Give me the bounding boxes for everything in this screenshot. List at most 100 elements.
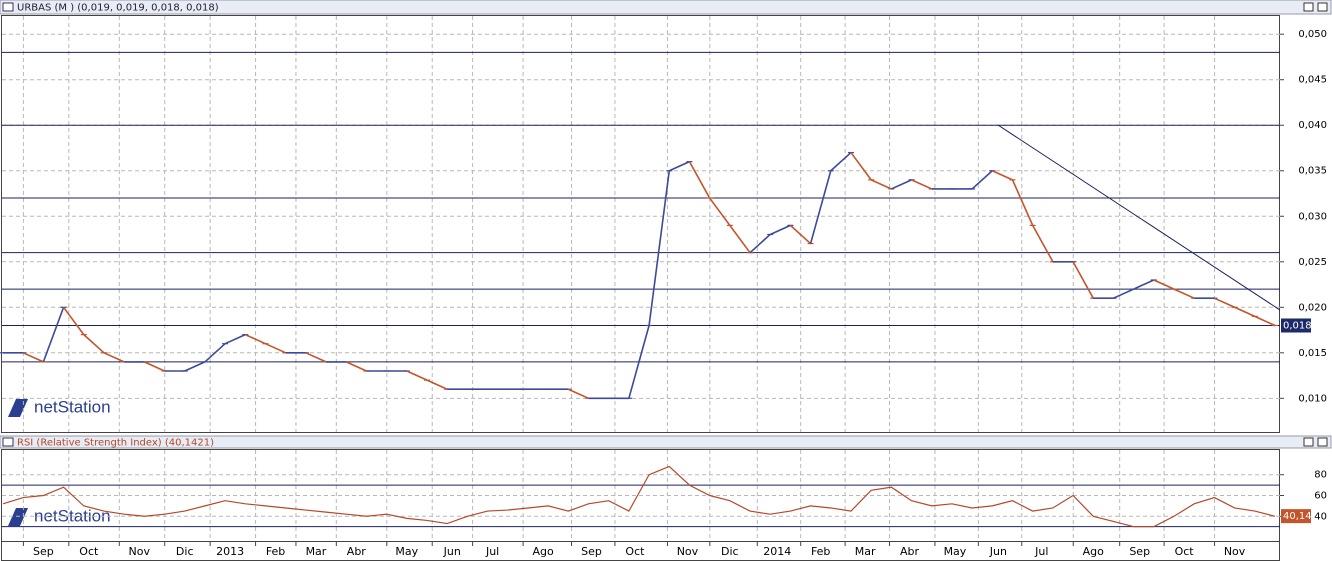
x-tick-label: Abr <box>347 545 367 558</box>
price-segment <box>971 170 993 190</box>
x-tick-label: Mar <box>306 545 327 558</box>
last-value-badge <box>1281 509 1311 524</box>
y-tick-label: 0,020 <box>1298 302 1327 313</box>
y-tick-label: 0,040 <box>1298 120 1327 131</box>
price-segment <box>668 160 690 172</box>
price-segment <box>83 334 105 354</box>
price-segment <box>1234 306 1256 318</box>
x-tick-label: Sep <box>33 545 54 558</box>
close-button[interactable] <box>1317 437 1328 447</box>
price-segment <box>688 161 711 199</box>
y-tick-label: 0,050 <box>1298 29 1327 40</box>
x-tick-label: Oct <box>79 545 99 558</box>
price-segment <box>184 361 206 372</box>
x-tick-label: Sep <box>1129 545 1150 558</box>
price-segment <box>22 352 44 363</box>
x-tick-label: Nov <box>129 545 151 558</box>
price-segment <box>1011 179 1034 226</box>
price-segment <box>789 224 812 245</box>
x-tick-label: Abr <box>900 545 920 558</box>
x-tick-label: Oct <box>1175 545 1195 558</box>
panel-icon <box>2 2 14 12</box>
x-tick-label: 2013 <box>216 545 244 558</box>
last-value-label: 0,018 <box>1283 320 1312 331</box>
price-segment <box>224 333 246 345</box>
price-segment <box>103 352 125 363</box>
price-segment <box>870 179 892 190</box>
price-segment <box>1153 279 1175 290</box>
price-segment <box>406 370 428 381</box>
price-segment <box>709 197 731 226</box>
price-segment <box>204 343 226 363</box>
indicator-title: RSI (Relative Strength Index) (40,1421) <box>17 438 214 449</box>
y-tick-label: 0,035 <box>1298 166 1327 177</box>
x-tick-label: May <box>395 545 418 558</box>
y-tick-label: 0,025 <box>1298 257 1327 268</box>
price-segment <box>305 352 327 363</box>
x-tick-label: Jul <box>485 545 499 558</box>
price-segment <box>648 170 671 326</box>
title-bar <box>0 435 1332 449</box>
price-segment <box>628 325 650 399</box>
close-button[interactable] <box>1317 2 1328 12</box>
x-tick-label: Dic <box>721 545 739 558</box>
x-tick-label: Nov <box>1224 545 1246 558</box>
y-tick-label: 0,030 <box>1298 211 1327 222</box>
price-segment <box>809 170 832 244</box>
maximize-button[interactable] <box>1303 2 1314 12</box>
x-tick-label: May <box>944 545 967 558</box>
price-segment <box>62 306 85 336</box>
last-value-badge <box>1281 318 1311 333</box>
price-segment <box>265 342 286 354</box>
price-segment <box>1031 224 1054 263</box>
series-line <box>2 465 1276 528</box>
maximize-button[interactable] <box>1303 437 1314 447</box>
x-tick-label: Ago <box>532 545 554 558</box>
price-segment <box>1254 315 1276 327</box>
last-value-label: 40,14 <box>1283 511 1312 522</box>
price-segment <box>891 179 912 190</box>
x-tick-label: Jun <box>443 545 461 558</box>
price-segment <box>729 224 751 254</box>
plot-frame <box>1 15 1280 433</box>
price-segment <box>830 151 852 172</box>
x-tick-label: Nov <box>677 545 699 558</box>
title-bar <box>0 0 1332 15</box>
price-segment <box>749 233 771 254</box>
x-tick-label: Ago <box>1083 545 1105 558</box>
price-segment <box>850 152 872 181</box>
price-segment <box>1173 288 1195 299</box>
price-segment <box>991 170 1013 181</box>
y-tick-label: 40 <box>1314 511 1327 522</box>
chart-title: URBAS (M ) (0,019, 0,019, 0,018, 0,018) <box>17 3 219 14</box>
y-tick-label: 0,015 <box>1298 348 1327 359</box>
price-segment <box>1072 261 1094 299</box>
x-tick-label: Mar <box>855 545 876 558</box>
price-segment <box>1214 297 1235 309</box>
price-segment <box>144 361 165 372</box>
x-tick-label: Oct <box>625 545 645 558</box>
x-tick-label: 2014 <box>763 545 791 558</box>
price-segment <box>769 224 791 236</box>
y-tick-label: 0,010 <box>1298 393 1327 404</box>
price-segment <box>567 388 589 400</box>
price-segment <box>42 307 65 363</box>
price-segment <box>1113 288 1134 299</box>
logo: netStation <box>34 397 111 416</box>
x-tick-label: Jul <box>1034 545 1048 558</box>
price-segment <box>911 179 933 190</box>
price-segment <box>244 333 266 345</box>
y-tick-label: 60 <box>1314 491 1327 502</box>
x-tick-label: Sep <box>581 545 602 558</box>
logo-icon <box>8 508 28 526</box>
y-tick-label: 0,045 <box>1298 75 1327 86</box>
x-tick-label: Feb <box>811 545 830 558</box>
x-tick-label: Dic <box>176 545 194 558</box>
panel-icon <box>2 437 14 447</box>
price-segment <box>426 379 448 390</box>
trend-line <box>998 124 1281 311</box>
x-tick-label: Feb <box>266 545 285 558</box>
